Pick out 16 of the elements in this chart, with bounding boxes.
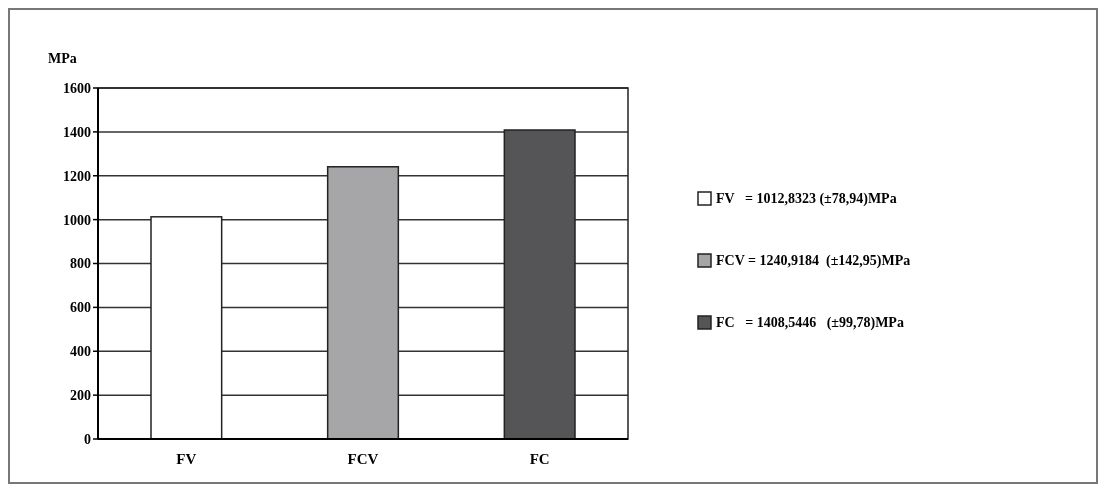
y-axis-title: MPa (48, 51, 77, 66)
y-tick-label: 1400 (63, 124, 91, 140)
y-tick-label: 200 (70, 388, 91, 404)
y-tick-label: 400 (70, 344, 91, 360)
y-tick-label: 1200 (63, 168, 91, 184)
legend-label: FV = 1012,8323 (±78,94)MPa (716, 191, 897, 207)
y-tick-label: 0 (84, 431, 91, 447)
x-tick-label: FC (529, 451, 550, 467)
legend-label: FC = 1408,5446 (±99,78)MPa (716, 315, 904, 331)
y-tick-label: 800 (70, 256, 91, 272)
y-tick-label: 600 (70, 300, 91, 316)
legend-label: FCV = 1240,9184 (±142,95)MPa (716, 253, 911, 269)
y-tick-label: 1000 (63, 212, 91, 228)
x-tick-label: FV (176, 451, 197, 467)
y-tick-label: 1600 (63, 80, 91, 96)
x-tick-label: FCV (347, 451, 379, 467)
